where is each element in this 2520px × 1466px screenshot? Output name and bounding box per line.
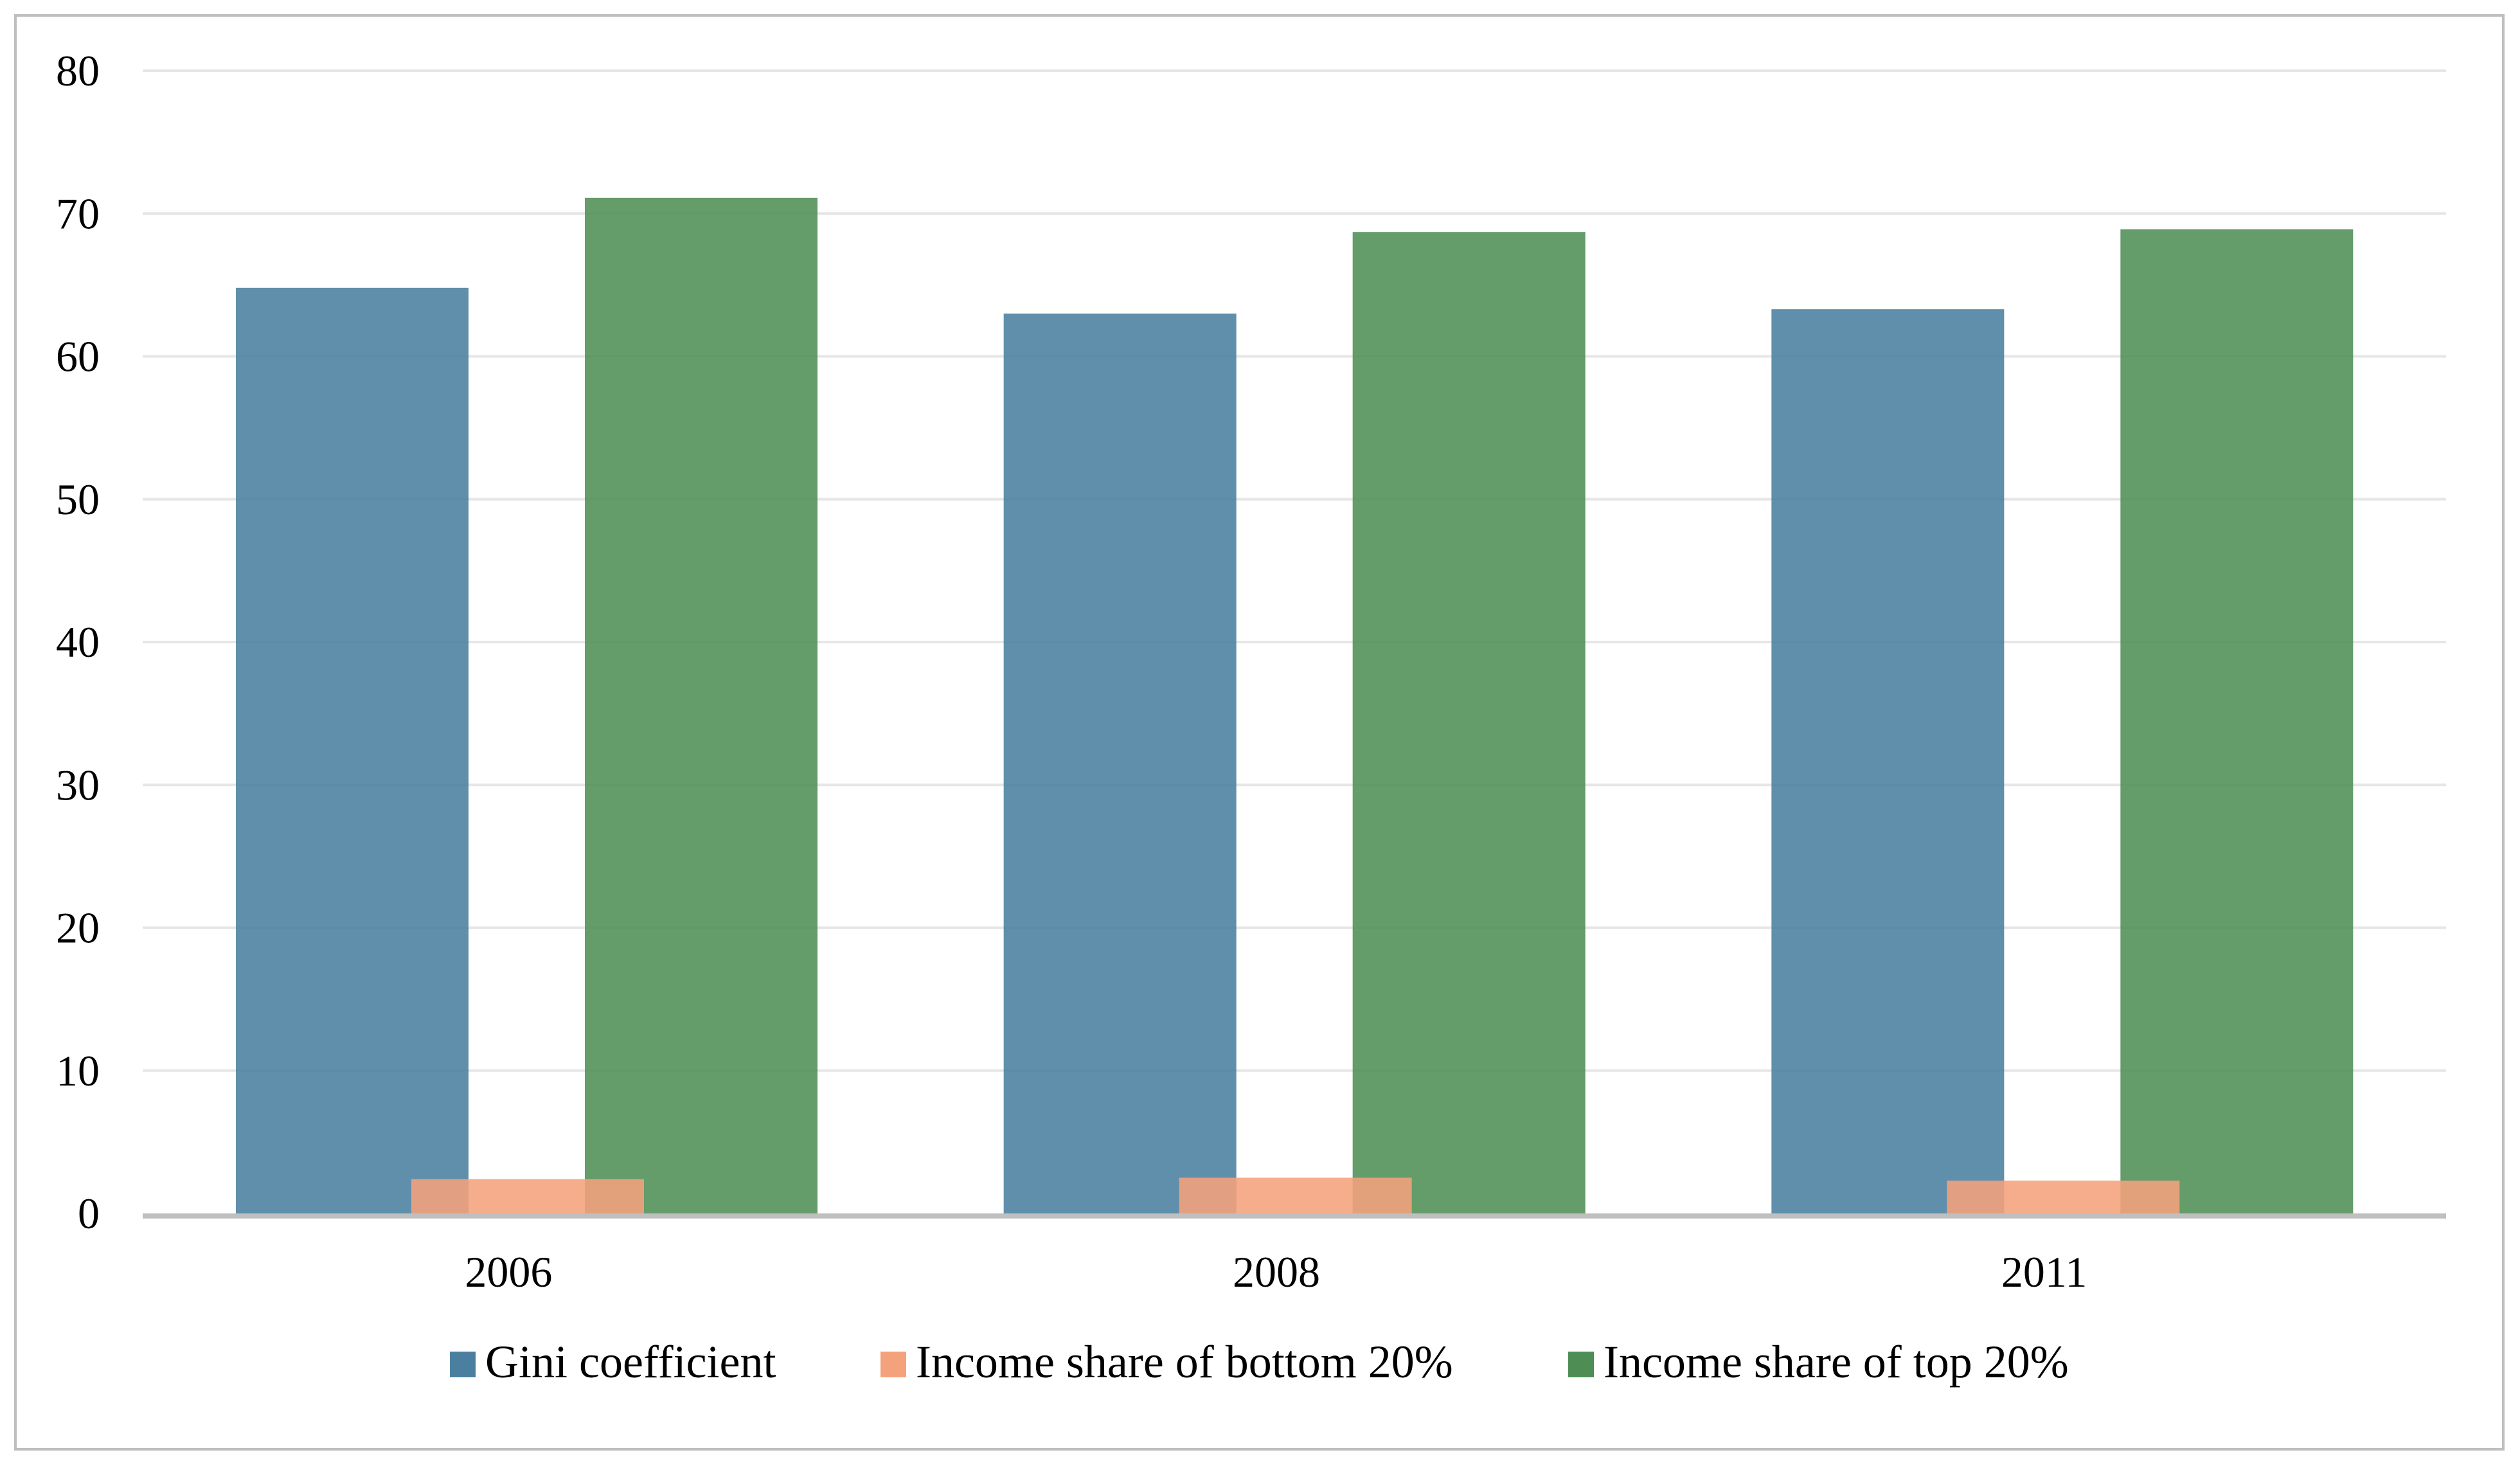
bar-income-share-of-bottom-20--2008 [1179, 1177, 1412, 1213]
bar-gini-coefficient-2008 [1003, 313, 1237, 1214]
x-tick-label: 2006 [465, 1247, 552, 1296]
y-tick-label: 70 [56, 189, 100, 238]
y-tick-label: 30 [56, 760, 100, 809]
bar-income-share-of-top-20--2011 [2120, 229, 2354, 1213]
legend-label: Income share of bottom 20% [916, 1336, 1453, 1388]
y-tick-label: 80 [56, 46, 100, 95]
bar-income-share-of-bottom-20--2011 [1947, 1180, 2180, 1213]
y-tick-label: 20 [56, 904, 100, 952]
bar-income-share-of-top-20--2008 [1352, 232, 1586, 1214]
bar-income-share-of-bottom-20--2006 [411, 1179, 644, 1213]
legend-label: Gini coefficient [485, 1336, 776, 1388]
y-tick-label: 40 [56, 618, 100, 666]
y-tick-label: 0 [78, 1189, 100, 1238]
x-tick-label: 2008 [1233, 1247, 1320, 1296]
y-tick-label: 60 [56, 332, 100, 381]
bar-gini-coefficient-2011 [1771, 309, 2005, 1214]
y-tick-label: 10 [56, 1046, 100, 1095]
bar-income-share-of-top-20--2006 [585, 197, 818, 1213]
bar-gini-coefficient-2006 [236, 287, 469, 1213]
legend-swatch [880, 1352, 906, 1377]
legend-swatch [1568, 1352, 1594, 1377]
legend-label: Income share of top 20% [1604, 1336, 2069, 1388]
legend-swatch [450, 1352, 476, 1377]
x-tick-label: 2011 [2001, 1247, 2087, 1296]
y-tick-label: 50 [56, 475, 100, 524]
